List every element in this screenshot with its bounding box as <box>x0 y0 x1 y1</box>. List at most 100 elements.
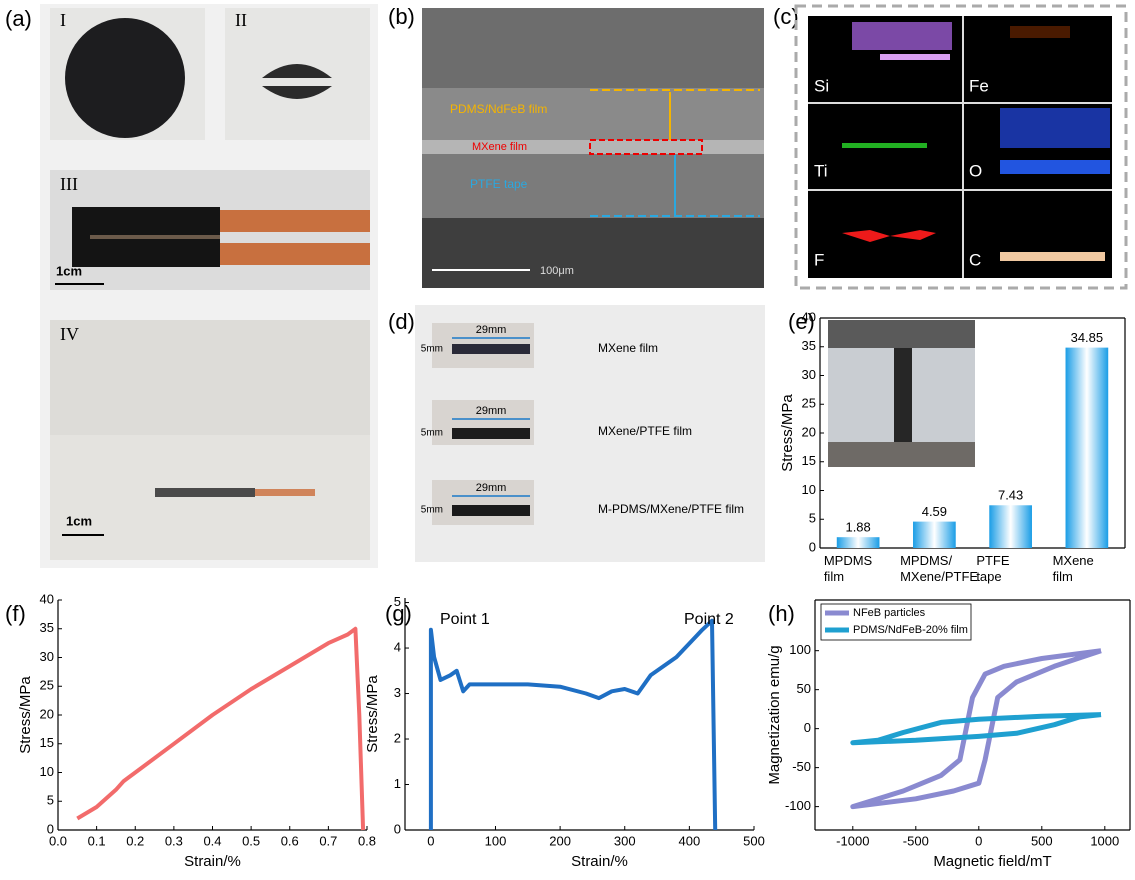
bar <box>913 522 956 548</box>
dim-label: 5mm <box>421 428 443 439</box>
dim-label: 5mm <box>421 505 443 516</box>
inset-photo <box>828 320 975 467</box>
scale-bar-label: 1cm <box>66 513 92 528</box>
y-tick-label: 0 <box>804 720 811 735</box>
film <box>155 488 255 497</box>
x-axis-title: Magnetic field/mT <box>933 853 1051 870</box>
sample-label: MXene film <box>598 341 658 355</box>
y-tick-label: 100 <box>789 642 811 657</box>
y-tick-label: 35 <box>802 338 816 353</box>
y-tick-label: 3 <box>394 685 401 700</box>
x-tick-label: -500 <box>903 833 929 848</box>
panel-a: I II III IV 1cm 1cm <box>40 4 378 568</box>
y-tick-label: -100 <box>785 798 811 813</box>
y-tick-label: 20 <box>40 706 54 721</box>
x-tick-label: 100 <box>485 833 507 848</box>
element-label: Ti <box>814 161 828 180</box>
copper <box>220 210 370 232</box>
map <box>842 143 927 148</box>
panel-label: (a) <box>5 6 32 31</box>
y-axis-title: Magnetization emu/g <box>766 645 783 784</box>
panel-label: (d) <box>388 309 415 334</box>
clamp <box>828 320 975 348</box>
y-axis-title: Stress/MPa <box>779 394 796 472</box>
x-tick-label: 0.3 <box>165 833 183 848</box>
panel-c: Si Fe Ti O F C <box>796 6 1126 288</box>
y-tick-label: 15 <box>802 453 816 468</box>
y-tick-label: 40 <box>802 309 816 324</box>
panel-label: (b) <box>388 4 415 29</box>
layer-label: MXene film <box>472 141 527 153</box>
sample-label: MXene/PTFE film <box>598 424 692 438</box>
strip <box>452 505 530 516</box>
y-tick-label: 35 <box>40 620 54 635</box>
sem-top <box>422 8 764 88</box>
dim-label: 29mm <box>476 405 507 417</box>
strip <box>452 428 530 439</box>
roman-label: I <box>60 10 66 30</box>
x-tick-label: 0.1 <box>88 833 106 848</box>
x-tick-label: 400 <box>679 833 701 848</box>
strip <box>452 344 530 354</box>
panel-d: 29mm 5mm MXene film 29mm 5mm MXene/PTFE … <box>415 305 765 562</box>
layer <box>422 218 764 288</box>
x-tick-label: 500 <box>1031 833 1053 848</box>
y-tick-label: 5 <box>809 511 816 526</box>
y-tick-label: 25 <box>802 396 816 411</box>
copper <box>255 489 315 496</box>
x-tick-label: 0.7 <box>319 833 337 848</box>
layer-label: PDMS/NdFeB film <box>450 102 547 116</box>
layer-label: PTFE tape <box>470 177 528 191</box>
panel-label: (h) <box>768 601 795 626</box>
data-label: 1.88 <box>845 520 870 535</box>
y-tick-label: 4 <box>394 639 401 654</box>
disc <box>65 18 185 138</box>
roman-label: IV <box>60 324 79 344</box>
x-axis-title: Strain/% <box>184 853 241 870</box>
x-tick-label: 0.6 <box>281 833 299 848</box>
y-tick-label: 5 <box>47 793 54 808</box>
y-tick-label: 5 <box>394 594 401 609</box>
annotation: Point 2 <box>684 611 734 628</box>
data-label: 4.59 <box>922 504 947 519</box>
map <box>1010 26 1070 38</box>
element-label: C <box>969 250 981 269</box>
x-tick-label: 0.2 <box>126 833 144 848</box>
x-tick-label: 0 <box>975 833 982 848</box>
element-label: F <box>814 250 824 269</box>
legend-label: NFeB particles <box>853 607 926 619</box>
x-axis-title: Strain/% <box>571 853 628 870</box>
y-tick-label: 40 <box>40 591 54 606</box>
y-tick-label: 10 <box>40 764 54 779</box>
x-tick-label: 0.8 <box>358 833 376 848</box>
y-tick-label: 20 <box>802 424 816 439</box>
y-tick-label: 2 <box>394 730 401 745</box>
y-tick-label: 50 <box>797 681 811 696</box>
bar <box>1066 348 1109 548</box>
y-tick-label: 10 <box>802 482 816 497</box>
x-tick-label: 1000 <box>1090 833 1119 848</box>
x-tick-label: 200 <box>549 833 571 848</box>
element-label: Si <box>814 76 829 95</box>
bar <box>989 505 1032 548</box>
map <box>1000 108 1110 148</box>
y-axis-title: Stress/MPa <box>17 676 34 754</box>
annotation: Point 1 <box>440 611 490 628</box>
y-tick-label: 30 <box>40 649 54 664</box>
element-label: Fe <box>969 76 989 95</box>
dim-label: 5mm <box>421 344 443 355</box>
element-label: O <box>969 161 982 180</box>
x-tick-label: 300 <box>614 833 636 848</box>
y-tick-label: -50 <box>792 759 811 774</box>
x-tick-label: 0.5 <box>242 833 260 848</box>
y-tick-label: 25 <box>40 678 54 693</box>
x-tick-label: 0.0 <box>49 833 67 848</box>
dim-label: 29mm <box>476 482 507 494</box>
map <box>1000 160 1110 174</box>
clamp <box>828 442 975 467</box>
x-tick-label: 0.4 <box>203 833 221 848</box>
x-tick-label: 0 <box>427 833 434 848</box>
bar <box>837 537 880 548</box>
map <box>880 54 950 60</box>
